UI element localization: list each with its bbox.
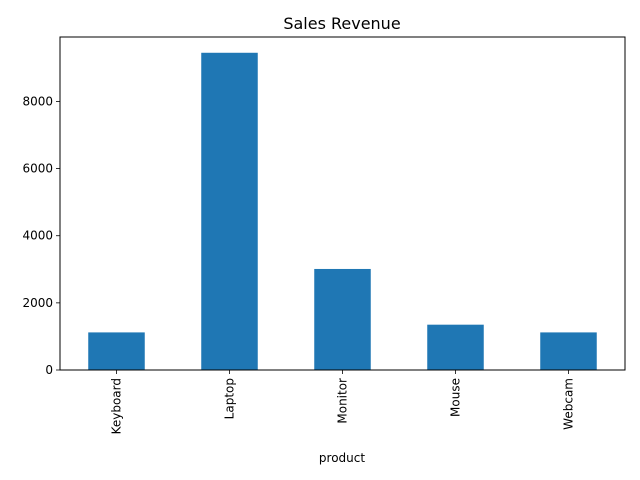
y-tick-label: 6000 xyxy=(22,162,53,176)
bar-monitor xyxy=(314,268,371,370)
x-tick-label: Laptop xyxy=(223,378,237,419)
chart-title: Sales Revenue xyxy=(283,14,400,33)
y-tick-label: 8000 xyxy=(22,94,53,108)
bars-group xyxy=(88,52,597,370)
y-tick-label: 2000 xyxy=(22,296,53,310)
y-tick-label: 0 xyxy=(45,363,53,377)
x-axis: Keyboard Laptop Monitor Mouse Webcam xyxy=(110,370,576,434)
y-axis: 0 2000 4000 6000 8000 xyxy=(22,94,60,377)
plot-frame xyxy=(59,36,626,371)
bar-mouse xyxy=(427,324,484,370)
bar-keyboard xyxy=(88,332,145,370)
x-axis-label: product xyxy=(319,451,365,465)
x-tick-label: Webcam xyxy=(562,378,576,430)
x-tick-label: Mouse xyxy=(449,378,463,417)
x-tick-label: Monitor xyxy=(336,378,350,424)
bar-laptop xyxy=(201,52,258,370)
x-tick-label: Keyboard xyxy=(110,378,124,434)
y-tick-label: 4000 xyxy=(22,229,53,243)
bar-webcam xyxy=(540,332,597,370)
